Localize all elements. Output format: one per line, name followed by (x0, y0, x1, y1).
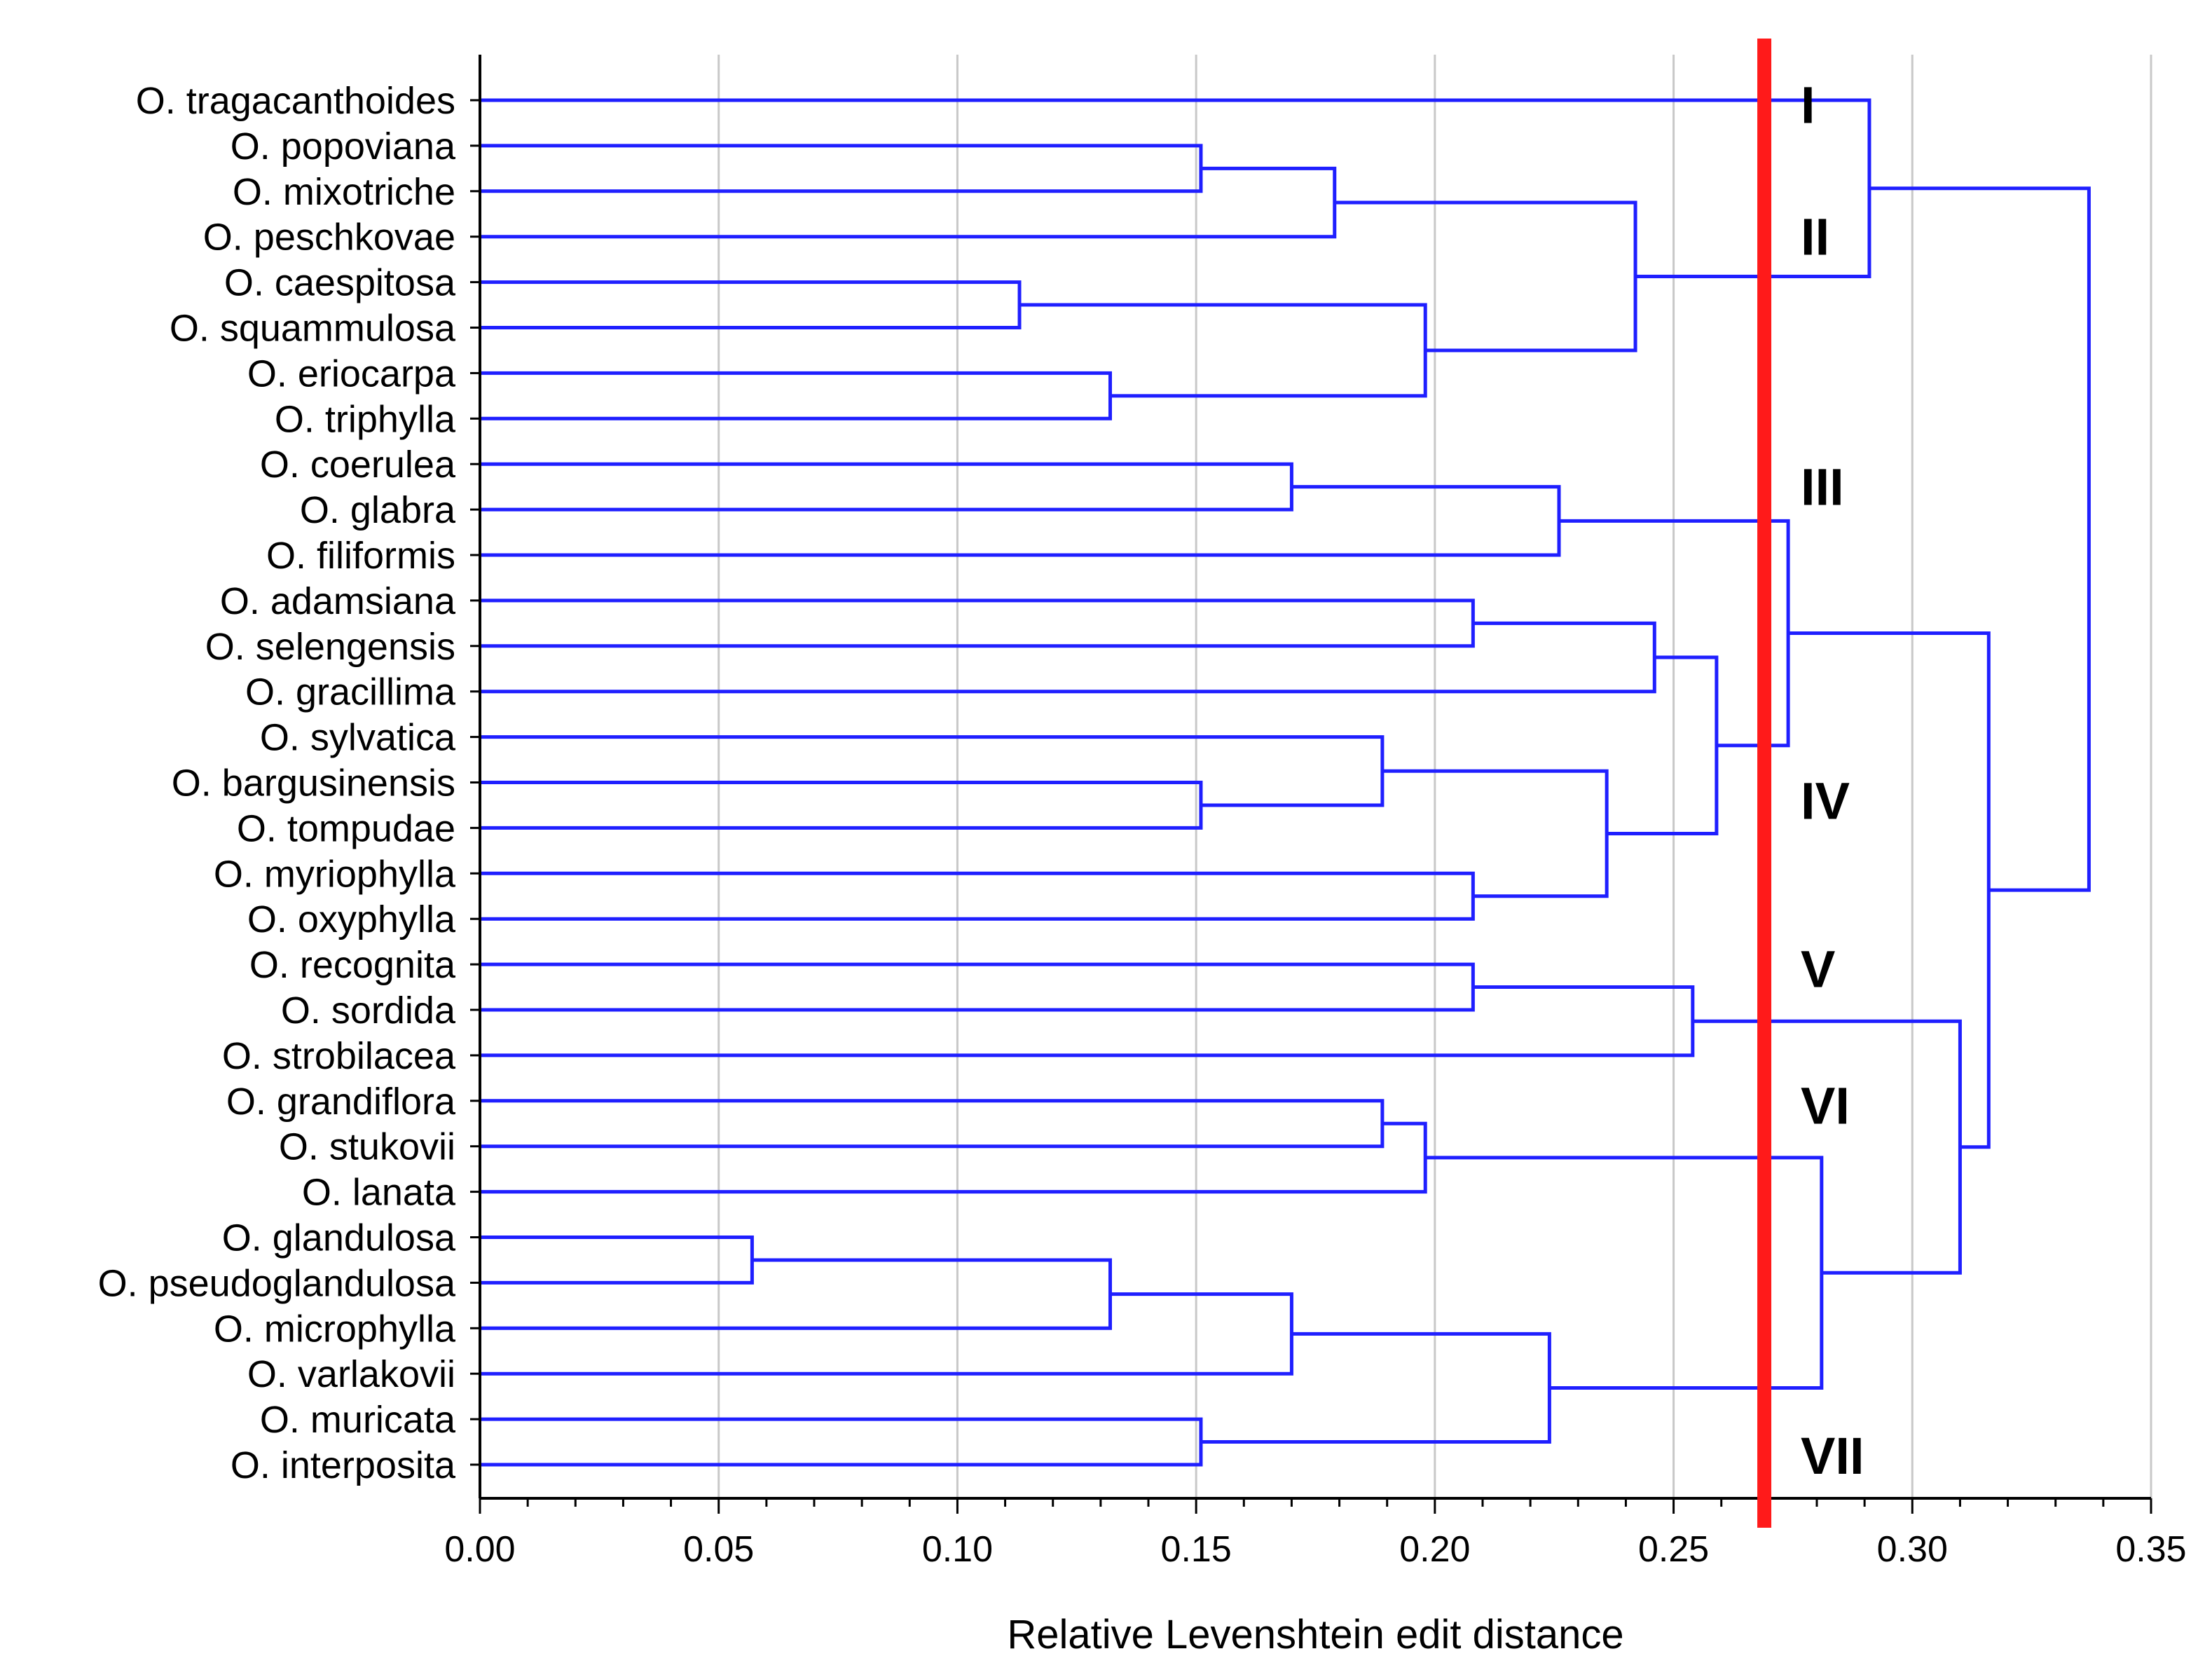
x-tick-label: 0.20 (1399, 1529, 1470, 1570)
x-tick-label: 0.05 (683, 1529, 754, 1570)
dendrogram-branch (480, 144, 1203, 193)
dendrogram-branch (480, 962, 1475, 1012)
dendrogram-branch (480, 1417, 1203, 1467)
leaf-label: O. varlakovii (247, 1353, 455, 1395)
leaf-label: O. squammulosa (170, 308, 456, 350)
dendrogram-branch (1382, 769, 1609, 898)
cluster-label: VI (1801, 1076, 1850, 1135)
dendrogram-branches (480, 98, 2091, 1467)
grid-lines (717, 55, 2152, 1498)
dendrogram-branch (480, 871, 1475, 921)
leaf-label: O. pseudoglandulosa (98, 1262, 456, 1304)
dendrogram-branch (480, 621, 1656, 694)
dendrogram-branch (480, 735, 1385, 807)
leaf-label: O. adamsiana (220, 580, 456, 622)
dendrogram-branch (1788, 631, 1991, 1149)
leaf-label: O. oxyphylla (247, 898, 456, 940)
leaf-label: O. peschkovae (203, 217, 455, 259)
dendrogram-branch (480, 1099, 1385, 1149)
leaf-label: O. sylvatica (260, 717, 456, 759)
leaf-label: O. grandiflora (226, 1081, 456, 1123)
x-tick-label: 0.30 (1877, 1529, 1948, 1570)
x-axis-ticks: 0.00 0.05 0.10 0.15 0.20 0.25 0.30 0.35 (444, 99, 2187, 1570)
leaf-label: O. selengensis (205, 626, 455, 668)
leaf-label: O. recognita (249, 944, 456, 986)
cluster-label: I (1801, 76, 1815, 134)
x-tick-label: 0.25 (1638, 1529, 1709, 1570)
leaf-label: O. glandulosa (222, 1217, 456, 1259)
dendrogram-branch (480, 598, 1475, 648)
dendrogram-branch (480, 280, 1022, 329)
leaf-label: O. mixotriche (233, 171, 455, 213)
dendrogram-branch (480, 371, 1112, 420)
leaf-label: O. eriocarpa (247, 353, 456, 395)
leaf-label: O. microphylla (214, 1308, 456, 1350)
leaf-label: O. strobilacea (222, 1035, 456, 1077)
dendrogram-branch (480, 98, 1871, 278)
dendrogram-branch (1692, 1019, 1962, 1275)
x-tick-label: 0.10 (922, 1529, 993, 1570)
leaf-label: O. myriophylla (214, 853, 456, 895)
dendrogram-branch (480, 485, 1561, 557)
leaf-label: O. glabra (300, 489, 456, 531)
leaf-label: O. gracillima (245, 671, 456, 713)
leaf-label: O. filiformis (266, 535, 455, 577)
dendrogram-branch (1607, 655, 1719, 836)
leaf-label: O. caespitosa (224, 262, 456, 304)
dendrogram-branch (480, 462, 1293, 512)
dendrogram-branch (1559, 519, 1790, 748)
leaf-label: O. lanata (302, 1172, 456, 1214)
dendrogram-branch (480, 1121, 1427, 1194)
dendrogram-branch (480, 1258, 1112, 1330)
leaf-label: O. popoviana (231, 125, 456, 167)
dendrogram-branch (1425, 1156, 1824, 1390)
cluster-label: III (1801, 458, 1844, 516)
leaf-label: O. bargusinensis (172, 762, 455, 805)
dendrogram-branch (480, 1292, 1293, 1376)
leaf-label: O. tompudae (237, 807, 455, 849)
leaf-label: O. interposita (231, 1444, 456, 1486)
dendrogram-branch (480, 985, 1695, 1058)
cluster-label: VII (1801, 1427, 1864, 1485)
dendrogram-branch (1334, 200, 1637, 353)
leaf-label: O. triphylla (275, 398, 456, 440)
cluster-label: IV (1801, 772, 1850, 830)
dendrogram-branch (1200, 1332, 1551, 1444)
x-axis-title: Relative Levenshtein edit distance (1007, 1612, 1623, 1657)
axis (479, 55, 2151, 1500)
leaf-label: O. muricata (260, 1399, 456, 1441)
dendrogram-branch (1019, 303, 1427, 398)
leaf-label: O. coerulea (260, 444, 456, 486)
x-tick-label: 0.15 (1161, 1529, 1232, 1570)
leaf-label: O. sordida (281, 990, 456, 1032)
leaf-label: O. tragacanthoides (136, 80, 455, 122)
x-tick-label: 0.00 (444, 1529, 515, 1570)
x-tick-label: 0.35 (2115, 1529, 2186, 1570)
dendrogram-branch (480, 166, 1337, 239)
dendrogram-branch (1869, 186, 2091, 892)
cluster-label: II (1801, 208, 1829, 266)
dendrogram-branch (480, 781, 1203, 830)
dendrogram-branch (480, 1236, 754, 1285)
leaf-label: O. stukovii (279, 1126, 455, 1168)
cluster-label: V (1801, 940, 1835, 999)
